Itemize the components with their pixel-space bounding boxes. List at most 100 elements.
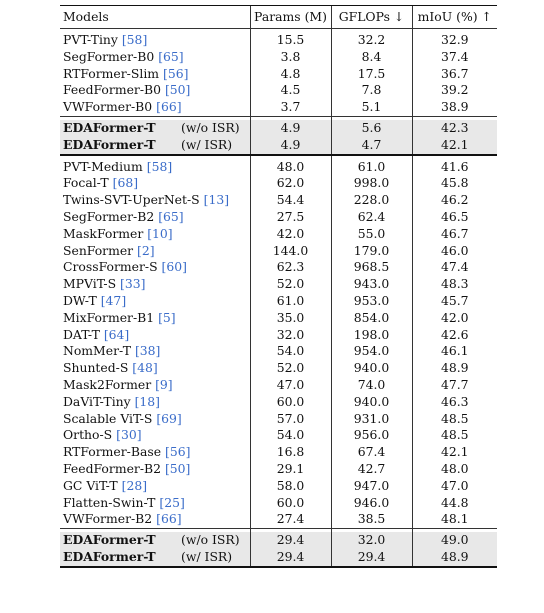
- model-cell: EDAFormer-T (w/o ISR): [60, 532, 250, 549]
- citation-link: [58]: [146, 158, 173, 174]
- gflops-cell: 62.4: [330, 208, 412, 226]
- model-variant: (w/ ISR): [181, 136, 233, 152]
- miou-cell: 44.8: [411, 494, 497, 512]
- citation-link: [60]: [161, 259, 187, 275]
- model-cell: GC ViT-T [28]: [60, 478, 250, 495]
- params-cell: 60.0: [249, 494, 331, 512]
- model-name: DaViT-Tiny: [63, 393, 135, 409]
- model-cell: EDAFormer-T (w/ ISR): [60, 548, 250, 568]
- citation-link: [2]: [137, 242, 155, 258]
- citation-link: [33]: [120, 276, 146, 292]
- miou-cell: 42.3: [411, 119, 497, 137]
- gflops-cell: 228.0: [330, 192, 412, 209]
- gflops-cell: 946.0: [330, 494, 412, 512]
- miou-cell: 45.8: [411, 175, 497, 193]
- params-cell: 35.0: [249, 309, 331, 327]
- miou-cell: 48.9: [411, 360, 497, 377]
- model-name: EDAFormer-T: [63, 532, 156, 548]
- model-name: MaskFormer: [63, 225, 148, 241]
- citation-link: [50]: [164, 82, 191, 98]
- model-variant: (w/o ISR): [181, 119, 240, 135]
- ours-row: EDAFormer-T (w/o ISR) 29.4 32.0 49.0: [60, 532, 497, 549]
- citation-link: [47]: [100, 292, 127, 308]
- citation-link: [10]: [147, 225, 173, 241]
- gflops-cell: 5.1: [330, 99, 412, 117]
- gflops-cell: 968.5: [330, 259, 412, 277]
- params-cell: 54.0: [249, 343, 331, 361]
- table-row: SegFormer-B2 [65] 27.5 62.4 46.5: [60, 208, 497, 226]
- table-row: VWFormer-B0 [66] 3.7 5.1 38.9: [60, 99, 497, 117]
- miou-cell: 46.0: [411, 242, 497, 260]
- model-name: Twins-SVT-UperNet-S: [63, 192, 204, 208]
- model-cell: CrossFormer-S [60]: [60, 259, 250, 276]
- gflops-cell: 954.0: [330, 343, 412, 361]
- header-miou: mIoU (%) ↑: [411, 5, 497, 29]
- model-cell: RTFormer-Slim [56]: [60, 66, 250, 83]
- gflops-cell: 179.0: [330, 242, 412, 260]
- spacer-cell: [249, 153, 331, 159]
- spacer-cell: [60, 153, 250, 159]
- model-cell: EDAFormer-T (w/o ISR): [60, 119, 250, 137]
- table-row: SenFormer [2] 144.0 179.0 46.0: [60, 242, 497, 260]
- gflops-cell: 854.0: [330, 309, 412, 327]
- table-row: Flatten-Swin-T [25] 60.0 946.0 44.8: [60, 494, 497, 512]
- citation-link: [18]: [134, 393, 161, 409]
- model-cell: Mask2Former [9]: [60, 377, 250, 394]
- model-cell: PVT-Tiny [58]: [60, 32, 250, 49]
- model-name: Mask2Former: [63, 376, 156, 392]
- table-row: NomMer-T [38] 54.0 954.0 46.1: [60, 343, 497, 361]
- spacer-cell: [411, 153, 497, 159]
- spacer-cell: [60, 28, 250, 32]
- model-name: VWFormer-B0: [63, 99, 157, 115]
- table-row: Ortho-S [30] 54.0 956.0 48.5: [60, 427, 497, 445]
- miou-cell: 38.9: [411, 99, 497, 117]
- params-cell: 58.0: [249, 477, 331, 495]
- citation-link: [66]: [156, 511, 182, 527]
- table-row: RTFormer-Slim [56] 4.8 17.5 36.7: [60, 65, 497, 83]
- params-cell: 54.0: [249, 427, 331, 445]
- model-cell: EDAFormer-T (w/ ISR): [60, 136, 250, 155]
- model-name: GC ViT-T: [63, 477, 122, 493]
- model-cell: MixFormer-B1 [5]: [60, 310, 250, 327]
- model-name: EDAFormer-T: [63, 119, 156, 135]
- header-row: Models Params (M) GFLOPs ↓ mIoU (%) ↑: [60, 5, 497, 29]
- miou-cell: 42.6: [411, 326, 497, 344]
- gflops-cell: 940.0: [330, 393, 412, 411]
- miou-cell: 42.1: [411, 136, 497, 155]
- params-cell: 52.0: [249, 360, 331, 377]
- model-name: MPViT-S: [63, 276, 120, 292]
- table-row: Twins-SVT-UperNet-S [13] 54.4 228.0 46.2: [60, 192, 497, 209]
- citation-link: [50]: [164, 460, 191, 476]
- citation-link: [38]: [134, 343, 161, 359]
- params-cell: 3.8: [249, 48, 331, 66]
- miou-cell: 42.1: [411, 444, 497, 461]
- model-name: FeedFormer-B0: [63, 82, 165, 98]
- model-name: PVT-Tiny: [63, 32, 122, 47]
- params-cell: 32.0: [249, 326, 331, 344]
- miou-cell: 48.1: [411, 511, 497, 529]
- table-row: MaskFormer [10] 42.0 55.0 46.7: [60, 225, 497, 243]
- params-cell: 62.3: [249, 259, 331, 277]
- miou-cell: 47.7: [411, 376, 497, 394]
- table-row: Focal-T [68] 62.0 998.0 45.8: [60, 175, 497, 193]
- params-cell: 60.0: [249, 393, 331, 411]
- params-cell: 4.5: [249, 82, 331, 100]
- model-name: DAT-T: [63, 326, 104, 342]
- miou-cell: 48.3: [411, 276, 497, 293]
- params-cell: 29.4: [249, 532, 331, 549]
- table-row: FeedFormer-B2 [50] 29.1 42.7 48.0: [60, 460, 497, 478]
- model-cell: Flatten-Swin-T [25]: [60, 495, 250, 512]
- gflops-cell: 32.2: [330, 32, 412, 49]
- header-models: Models: [60, 5, 250, 29]
- table-row: PVT-Tiny [58] 15.5 32.2 32.9: [60, 32, 497, 49]
- model-cell: MaskFormer [10]: [60, 226, 250, 243]
- spacer-cell: [411, 528, 497, 533]
- params-cell: 57.0: [249, 410, 331, 428]
- table-row: Scalable ViT-S [69] 57.0 931.0 48.5: [60, 410, 497, 428]
- model-name: VWFormer-B2: [63, 511, 157, 527]
- miou-cell: 47.0: [411, 477, 497, 495]
- params-cell: 144.0: [249, 242, 331, 260]
- table-row: Shunted-S [48] 52.0 940.0 48.9: [60, 360, 497, 377]
- params-cell: 61.0: [249, 292, 331, 310]
- table-row: MixFormer-B1 [5] 35.0 854.0 42.0: [60, 309, 497, 327]
